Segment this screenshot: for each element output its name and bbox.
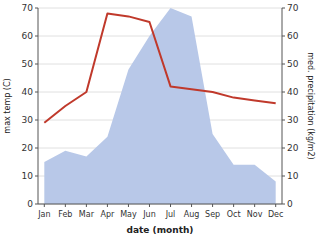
x-tick xyxy=(170,204,171,207)
y2-tick xyxy=(282,64,285,65)
x-tick xyxy=(233,204,234,207)
y-tick xyxy=(35,204,38,205)
y-tick-label: 0 xyxy=(27,199,33,209)
precipitation-area xyxy=(44,8,275,204)
x-tick-label: May xyxy=(120,210,137,219)
x-tick-label: Aug xyxy=(184,210,200,219)
y-tick-label: 30 xyxy=(22,115,34,125)
y-tick xyxy=(35,8,38,9)
x-tick xyxy=(254,204,255,207)
y2-tick-label: 20 xyxy=(287,143,299,153)
y-axis-label: max temp (C) xyxy=(3,78,12,133)
y2-tick xyxy=(282,36,285,37)
temperature-line xyxy=(44,14,275,123)
y-tick-label: 40 xyxy=(22,87,34,97)
x-tick-label: Jun xyxy=(142,210,156,219)
y-tick xyxy=(35,64,38,65)
y2-tick xyxy=(282,176,285,177)
y-tick-label: 20 xyxy=(22,143,34,153)
x-tick-label: Sep xyxy=(205,210,220,219)
y2-tick xyxy=(282,120,285,121)
grid-line xyxy=(38,8,282,9)
x-tick xyxy=(107,204,108,207)
x-axis-label: date (month) xyxy=(127,225,194,235)
x-tick xyxy=(149,204,150,207)
x-tick-label: Jul xyxy=(165,210,176,219)
y-tick-label: 60 xyxy=(22,31,34,41)
x-tick xyxy=(128,204,129,207)
x-tick xyxy=(86,204,87,207)
y2-tick xyxy=(282,92,285,93)
y2-tick-label: 30 xyxy=(287,115,299,125)
y2-axis-label: med. precipitation (kg/m2) xyxy=(306,52,315,159)
x-tick-label: Dec xyxy=(268,210,283,219)
y2-tick-label: 10 xyxy=(287,171,299,181)
x-tick xyxy=(191,204,192,207)
plot-area xyxy=(44,8,275,204)
y2-tick-label: 0 xyxy=(287,199,293,209)
y2-tick-label: 40 xyxy=(287,87,299,97)
x-tick xyxy=(212,204,213,207)
y2-axis-line xyxy=(282,8,283,204)
y-tick-label: 10 xyxy=(22,171,34,181)
y-tick-label: 70 xyxy=(22,3,34,13)
x-tick xyxy=(44,204,45,207)
y-tick xyxy=(35,120,38,121)
grid-line xyxy=(38,204,282,205)
x-tick-label: Mar xyxy=(79,210,95,219)
x-tick-label: Feb xyxy=(58,210,72,219)
x-axis-line xyxy=(38,204,282,205)
x-tick-label: Oct xyxy=(227,210,241,219)
x-tick-label: Jan xyxy=(37,210,50,219)
y2-tick-label: 60 xyxy=(287,31,299,41)
y2-tick-label: 70 xyxy=(287,3,299,13)
y-tick xyxy=(35,176,38,177)
y2-tick xyxy=(282,204,285,205)
y-tick xyxy=(35,92,38,93)
y2-tick xyxy=(282,8,285,9)
y-axis-line xyxy=(38,8,39,204)
chart: 0 10 20 30 40 50 60 70 0 10 20 30 40 50 60 70 Jan Feb Mar A… xyxy=(0,0,318,247)
x-tick xyxy=(275,204,276,207)
y2-tick xyxy=(282,148,285,149)
y-tick xyxy=(35,148,38,149)
y-tick-label: 50 xyxy=(22,59,34,69)
y-tick xyxy=(35,36,38,37)
y2-tick-label: 50 xyxy=(287,59,299,69)
x-tick-label: Apr xyxy=(100,210,115,219)
x-tick xyxy=(65,204,66,207)
x-tick-label: Nov xyxy=(247,210,263,219)
